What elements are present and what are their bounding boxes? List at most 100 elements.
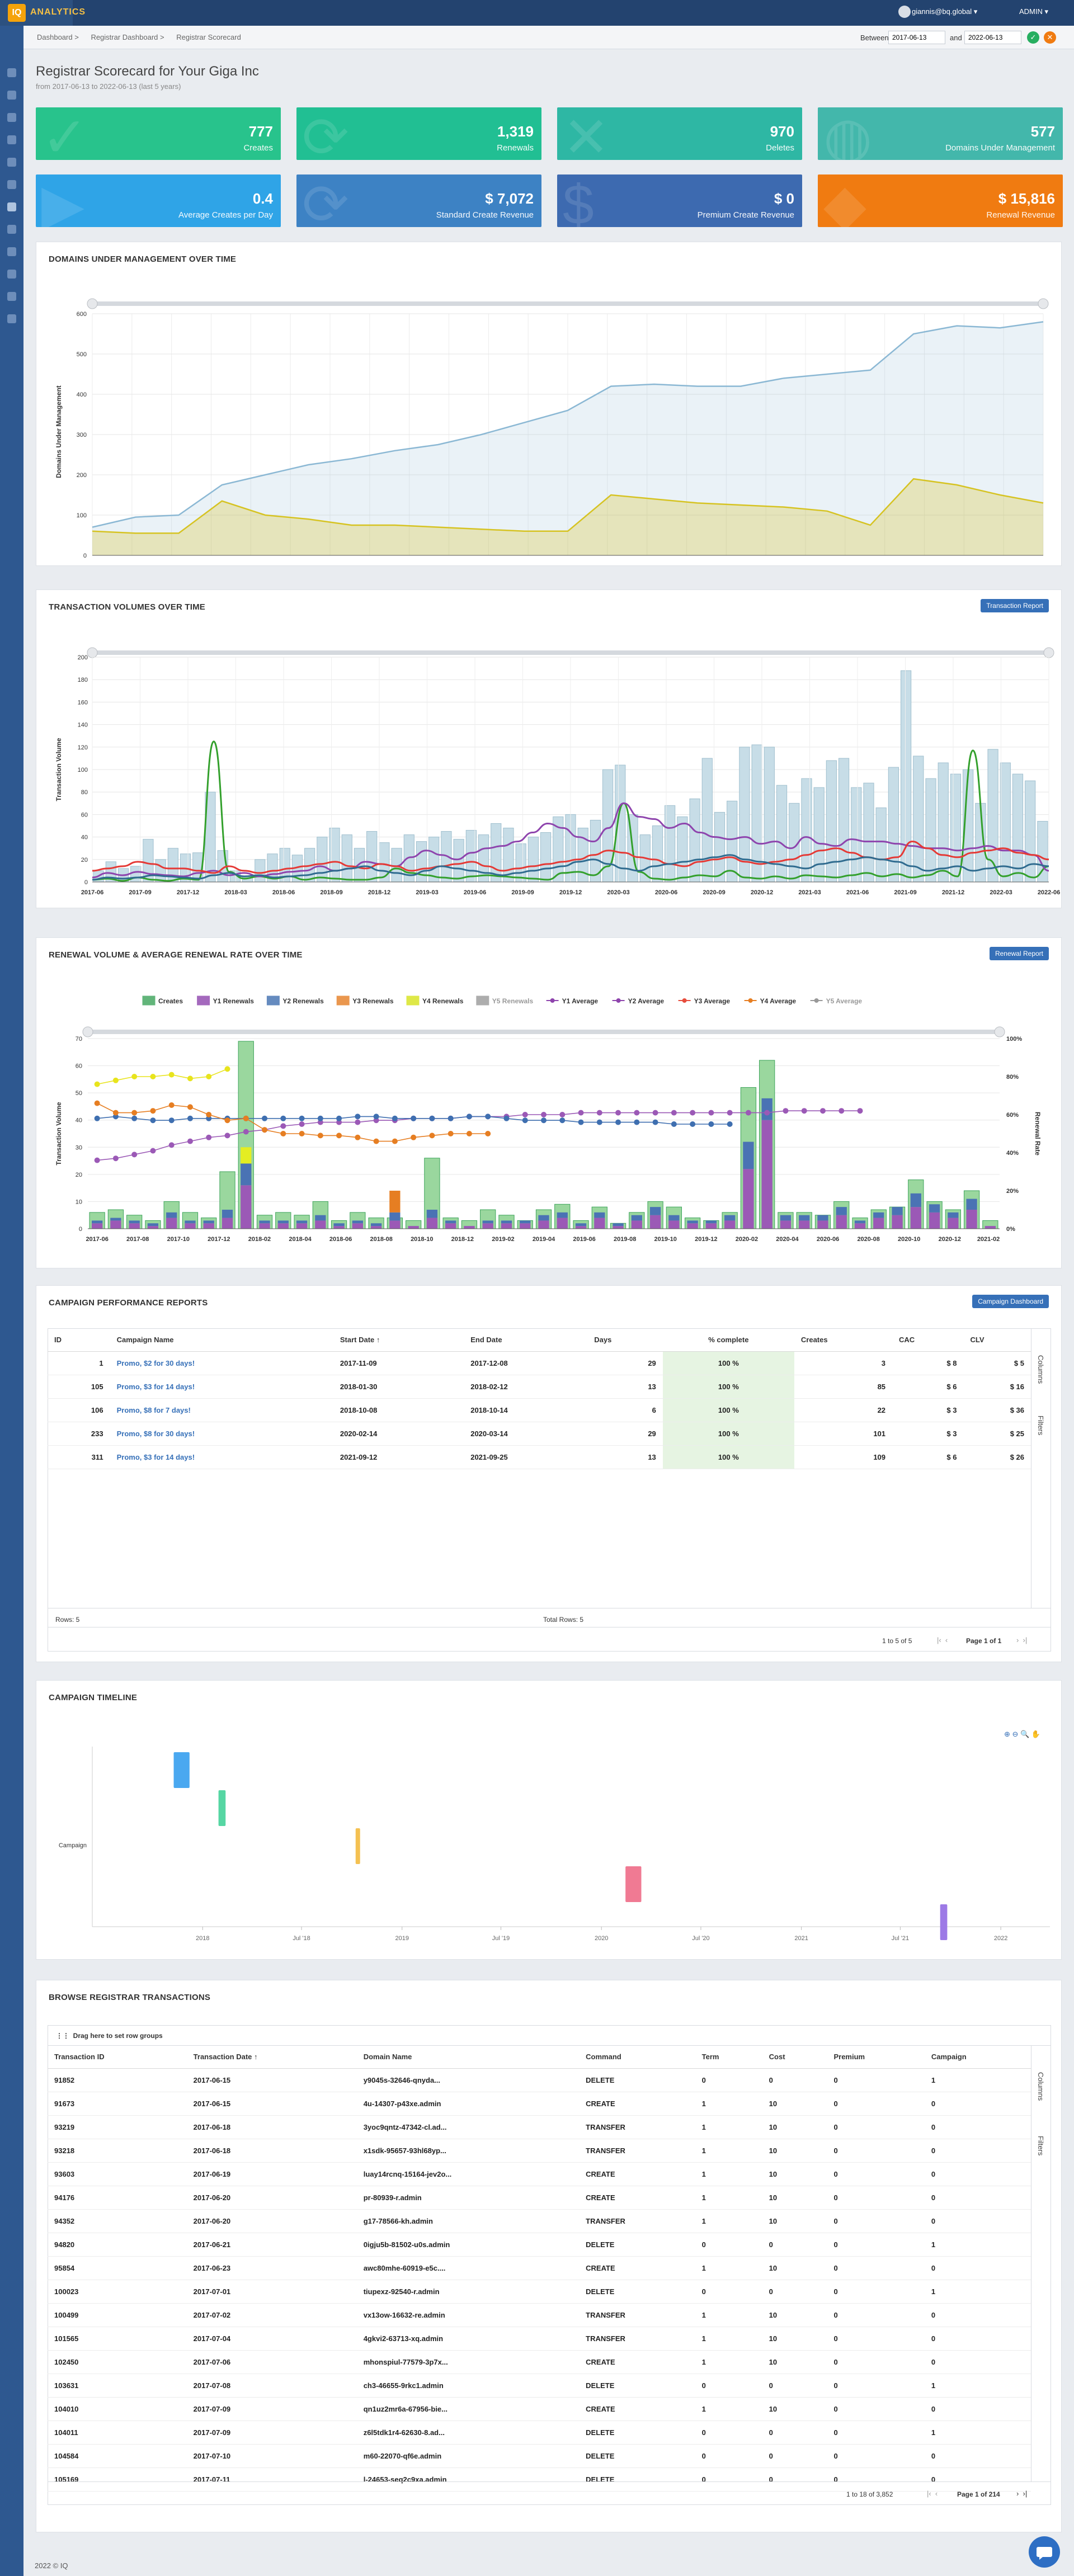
- filters-tab[interactable]: Filters: [1037, 1416, 1045, 1436]
- end-date-input[interactable]: [964, 31, 1021, 44]
- table-cell: 0: [827, 2374, 925, 2398]
- breadcrumb-dashboard[interactable]: Dashboard >: [37, 33, 79, 41]
- column-header[interactable]: Transaction ID: [48, 2046, 187, 2069]
- table-row[interactable]: 104584 2017-07-10 m60-22070-qf6e.admin DELE…: [48, 2444, 1031, 2468]
- user-icon[interactable]: [7, 158, 16, 167]
- table-row[interactable]: 93219 2017-06-18 3yoc9qntz-47342-cl.ad... T…: [48, 2115, 1031, 2139]
- table-cell: 0: [827, 2092, 925, 2116]
- role-menu[interactable]: ADMIN ▾: [1019, 7, 1049, 16]
- columns-tab[interactable]: Columns: [1037, 1355, 1045, 1384]
- table-row[interactable]: 233 Promo, $8 for 30 days! 2020-02-14 2020-…: [48, 1422, 1031, 1446]
- pager-next-icon[interactable]: › ›|: [1016, 2489, 1028, 2498]
- table-row[interactable]: 106 Promo, $8 for 7 days! 2018-10-08 2018-1…: [48, 1398, 1031, 1422]
- rate-line: [97, 1068, 228, 1085]
- table-row[interactable]: 311 Promo, $3 for 14 days! 2021-09-12 2021-…: [48, 1445, 1031, 1469]
- column-header[interactable]: Cost: [762, 2046, 827, 2069]
- pager-prev-icon[interactable]: |‹ ‹: [927, 2489, 938, 2498]
- renewal-report-button[interactable]: Renewal Report: [989, 947, 1049, 960]
- chart-icon[interactable]: [7, 91, 16, 100]
- table-row[interactable]: 105 Promo, $3 for 14 days! 2018-01-30 2018-…: [48, 1375, 1031, 1399]
- breadcrumb-registrar-dashboard[interactable]: Registrar Dashboard >: [91, 33, 164, 41]
- campaign-table: ID Campaign Name Start Date ↑ End Date Days%…: [48, 1329, 1031, 1469]
- renewal-bar: [426, 1210, 438, 1218]
- reset-button[interactable]: ✕: [1044, 31, 1056, 44]
- campaign-bar: [355, 1828, 360, 1864]
- table-row[interactable]: 100023 2017-07-01 tiupexz-92540-r.admin DEL…: [48, 2280, 1031, 2304]
- campaign-dashboard-button[interactable]: Campaign Dashboard: [972, 1295, 1049, 1308]
- table-row[interactable]: 100499 2017-07-02 vx13ow-16632-re.admin TRA…: [48, 2303, 1031, 2327]
- table-cell[interactable]: Promo, $8 for 30 days!: [110, 1422, 333, 1446]
- column-header[interactable]: Days: [587, 1329, 663, 1352]
- table-cell: 22: [794, 1398, 893, 1422]
- pager-next-icon[interactable]: › ›|: [1016, 1636, 1028, 1644]
- clock-icon[interactable]: [7, 292, 16, 301]
- column-header[interactable]: End Date: [464, 1329, 588, 1352]
- table-row[interactable]: 101565 2017-07-04 4gkvi2-63713-xq.admin TRA…: [48, 2327, 1031, 2351]
- star-icon[interactable]: [7, 180, 16, 189]
- column-header[interactable]: CLV: [963, 1329, 1031, 1352]
- transaction-report-button[interactable]: Transaction Report: [981, 599, 1049, 612]
- table-row[interactable]: 103631 2017-07-08 ch3-46655-9rkc1.admin DEL…: [48, 2374, 1031, 2398]
- logo[interactable]: IQ ANALYTICS: [0, 0, 85, 26]
- table-row[interactable]: 105169 2017-07-11 l-24653-seq2c9xa.admin DE…: [48, 2468, 1031, 2492]
- rate-point: [652, 1110, 658, 1116]
- column-header[interactable]: Command: [579, 2046, 695, 2069]
- pager-prev-icon[interactable]: |‹ ‹: [937, 1636, 948, 1644]
- refresh-icon[interactable]: [7, 270, 16, 279]
- rate-point: [355, 1114, 361, 1120]
- table-row[interactable]: 91852 2017-06-15 y9045s-32646-qnyda... DELE…: [48, 2068, 1031, 2092]
- zoom-controls-icon[interactable]: ⊕ ⊖ 🔍 ✋: [1004, 1730, 1040, 1738]
- table-row[interactable]: 95854 2017-06-23 awc80mhe-60919-e5c.... CRE…: [48, 2256, 1031, 2280]
- trend-icon[interactable]: [7, 113, 16, 122]
- table-cell: $ 6: [892, 1375, 964, 1399]
- tag-icon[interactable]: [7, 225, 16, 234]
- logo-text: ANALYTICS: [30, 7, 86, 17]
- table-row[interactable]: 93603 2017-06-19 luay14rcnq-15164-jev2o...…: [48, 2162, 1031, 2186]
- flag-icon[interactable]: [7, 247, 16, 256]
- table-row[interactable]: 94176 2017-06-20 pr-80939-r.admin CREATE 1 10…: [48, 2186, 1031, 2210]
- renewal-bar: [705, 1220, 717, 1224]
- column-header[interactable]: Domain Name: [356, 2046, 580, 2069]
- column-header[interactable]: Campaign Name: [110, 1329, 333, 1352]
- table-cell[interactable]: Promo, $3 for 14 days!: [110, 1445, 333, 1469]
- apply-button[interactable]: ✓: [1027, 31, 1039, 44]
- row-group-drop-zone[interactable]: ⋮⋮ Drag here to set row groups: [48, 2026, 1051, 2046]
- table-cell[interactable]: Promo, $3 for 14 days!: [110, 1375, 333, 1399]
- filters-tab[interactable]: Filters: [1037, 2136, 1045, 2156]
- column-header[interactable]: Start Date ↑: [333, 1329, 464, 1352]
- x-tick-label: 2021-09: [894, 889, 916, 896]
- kpi-tile: ◆ $ 15,816 Renewal Revenue: [818, 174, 1063, 227]
- column-header[interactable]: Transaction Date ↑: [186, 2046, 357, 2069]
- column-header[interactable]: ID: [48, 1329, 110, 1352]
- user-menu[interactable]: giannis@bq.global ▾: [912, 7, 978, 16]
- volume-bar: [341, 834, 352, 883]
- table-row[interactable]: 104011 2017-07-09 z6l5tdk1r4-62630-8.ad...…: [48, 2421, 1031, 2445]
- column-header[interactable]: % complete: [662, 1329, 794, 1352]
- list-icon[interactable]: [7, 135, 16, 144]
- table-cell[interactable]: Promo, $8 for 7 days!: [110, 1398, 333, 1422]
- column-header[interactable]: Premium: [827, 2046, 925, 2069]
- table-row[interactable]: 104010 2017-07-09 qn1uz2mr6a-67956-bie... C…: [48, 2397, 1031, 2421]
- columns-tab[interactable]: Columns: [1037, 2072, 1045, 2101]
- table-cell: 1: [924, 2233, 1031, 2257]
- avatar[interactable]: [898, 6, 911, 18]
- table-cell: 91673: [48, 2092, 187, 2116]
- start-date-input[interactable]: [888, 31, 945, 44]
- table-cell: DELETE: [579, 2280, 695, 2304]
- table-row[interactable]: 93218 2017-06-18 x1sdk-95657-93hl68yp... TR…: [48, 2139, 1031, 2163]
- home-icon[interactable]: [7, 68, 16, 77]
- table-row[interactable]: 94820 2017-06-21 0igju5b-81502-u0s.admin DE…: [48, 2233, 1031, 2257]
- column-header[interactable]: Term: [695, 2046, 762, 2069]
- column-header[interactable]: CAC: [892, 1329, 964, 1352]
- column-header[interactable]: Campaign: [924, 2046, 1031, 2069]
- diamond-icon[interactable]: [7, 202, 16, 211]
- table-row[interactable]: 91673 2017-06-15 4u-14307-p43xe.admin CREAT…: [48, 2092, 1031, 2116]
- table-row[interactable]: 102450 2017-07-06 mhonspiul-77579-3p7x... C…: [48, 2350, 1031, 2374]
- settings-icon[interactable]: [7, 314, 16, 323]
- table-row[interactable]: 94352 2017-06-20 g17-78566-kh.admin TRANSFE…: [48, 2209, 1031, 2233]
- chat-button[interactable]: [1029, 2536, 1060, 2568]
- table-cell[interactable]: Promo, $2 for 30 days!: [110, 1351, 333, 1375]
- column-header[interactable]: Creates: [794, 1329, 893, 1352]
- table-row[interactable]: 1 Promo, $2 for 30 days! 2017-11-09 2017-12…: [48, 1351, 1031, 1375]
- table-cell: 233: [48, 1422, 110, 1446]
